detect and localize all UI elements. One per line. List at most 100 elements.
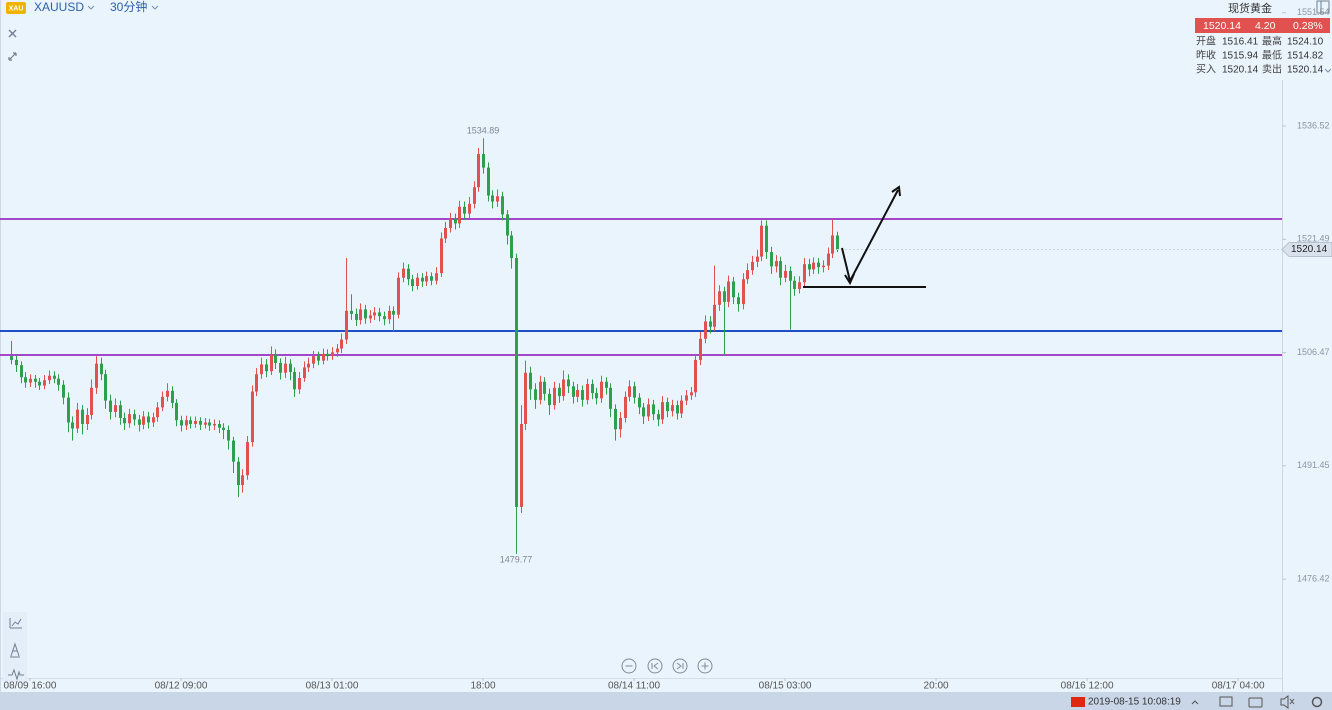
candle-body: [661, 402, 664, 420]
candle-body: [378, 312, 381, 317]
candle-body: [284, 363, 287, 373]
x-tick-label: 08/12 09:00: [155, 681, 208, 692]
candle-body: [822, 265, 825, 268]
candle-body: [331, 352, 334, 357]
candle-body: [647, 404, 650, 417]
candle-body: [189, 420, 192, 424]
candle-body: [213, 423, 216, 426]
dropdown-caret[interactable]: [151, 5, 159, 10]
zoom-in-button[interactable]: [697, 658, 713, 674]
candle-body: [609, 387, 612, 409]
candle-body: [831, 235, 834, 254]
candle-body: [591, 384, 594, 394]
quote-label: 买入: [1196, 64, 1216, 76]
collapse-button[interactable]: [8, 52, 17, 61]
close-button[interactable]: [8, 29, 17, 38]
candle-body: [652, 404, 655, 415]
low-label: 1479.77: [500, 554, 533, 564]
quote-price-bar: [1195, 18, 1330, 33]
candle-body: [138, 419, 141, 425]
candle-body: [798, 282, 801, 290]
draw-tool[interactable]: [10, 642, 20, 658]
arrow-head: [844, 273, 855, 286]
candle-body: [713, 304, 716, 327]
wave-tool[interactable]: [8, 668, 24, 681]
candle-body: [10, 356, 13, 360]
quote-value: 1520.14: [1222, 65, 1259, 76]
candle-body: [676, 405, 679, 414]
candle-body: [119, 405, 122, 418]
symbol-icon-text: XAU: [9, 5, 24, 12]
candle-body: [345, 310, 348, 340]
candle-body: [520, 423, 523, 507]
candle-body: [402, 268, 405, 278]
candle-body: [20, 365, 23, 378]
candle-body: [671, 405, 674, 412]
candle-body: [553, 387, 556, 406]
candle-body: [142, 416, 145, 425]
candle-body: [685, 395, 688, 401]
candle-body: [425, 276, 428, 282]
candle-body: [100, 363, 103, 375]
candle-body: [86, 414, 89, 424]
candle-body: [161, 396, 164, 408]
candle-body: [827, 253, 830, 266]
window-button[interactable]: [1219, 696, 1233, 707]
scroll-left-icon: [651, 662, 659, 670]
candle-body: [491, 195, 494, 202]
quote-expand[interactable]: [1324, 68, 1332, 73]
candle-body: [704, 321, 707, 339]
candle-body: [482, 154, 485, 168]
candle-body: [595, 393, 598, 399]
candle-body: [421, 277, 424, 282]
y-tick-label: 1476.42: [1297, 574, 1330, 584]
candle-body: [246, 442, 249, 476]
candle-body: [600, 381, 603, 399]
x-tick-label: 08/15 03:00: [759, 681, 812, 692]
candle-body: [185, 420, 188, 426]
settings-button[interactable]: [1311, 696, 1323, 708]
candle-body: [510, 235, 513, 259]
candle-body: [90, 387, 93, 415]
candle-body: [732, 281, 735, 298]
candle-body: [836, 235, 839, 250]
candle-body: [57, 378, 60, 385]
status-expand[interactable]: [1191, 700, 1199, 705]
zoom-out-button[interactable]: [621, 658, 637, 674]
mute-button[interactable]: [1280, 695, 1295, 709]
candle-body: [458, 206, 461, 224]
candle-body: [411, 279, 414, 286]
candle-body: [628, 386, 631, 397]
panel-toggle[interactable]: [1316, 0, 1330, 14]
candle-body: [76, 409, 79, 429]
candle-body: [572, 386, 575, 397]
indicator-tool[interactable]: [9, 618, 22, 629]
quote-change-pct: 0.28%: [1293, 20, 1323, 32]
candle-body: [364, 309, 367, 319]
scroll-left-button[interactable]: [647, 658, 663, 674]
candle-body: [435, 273, 438, 281]
symbol[interactable]: XAUUSD: [34, 0, 84, 14]
y-tick-label: 1521.49: [1297, 234, 1330, 244]
candle-body: [373, 312, 376, 316]
candle-body: [274, 354, 277, 363]
candle-body: [496, 196, 499, 202]
interval[interactable]: 30分钟: [110, 0, 147, 14]
candle-body: [350, 310, 353, 314]
scroll-right-button[interactable]: [672, 658, 688, 674]
candle-body: [473, 187, 476, 204]
candle-body: [803, 264, 806, 283]
candle-body: [312, 356, 315, 364]
dropdown-caret[interactable]: [87, 5, 95, 10]
candle-body: [718, 291, 721, 305]
candle-body: [204, 422, 207, 425]
candle-body: [624, 396, 627, 418]
candle-body: [407, 268, 410, 280]
candle-body: [43, 380, 46, 386]
candle-body: [808, 264, 811, 270]
screenshot-button[interactable]: [1248, 697, 1263, 708]
candle-body: [133, 414, 136, 420]
zoom-in-icon: [701, 662, 709, 670]
y-tick-label: 1536.52: [1297, 120, 1330, 130]
